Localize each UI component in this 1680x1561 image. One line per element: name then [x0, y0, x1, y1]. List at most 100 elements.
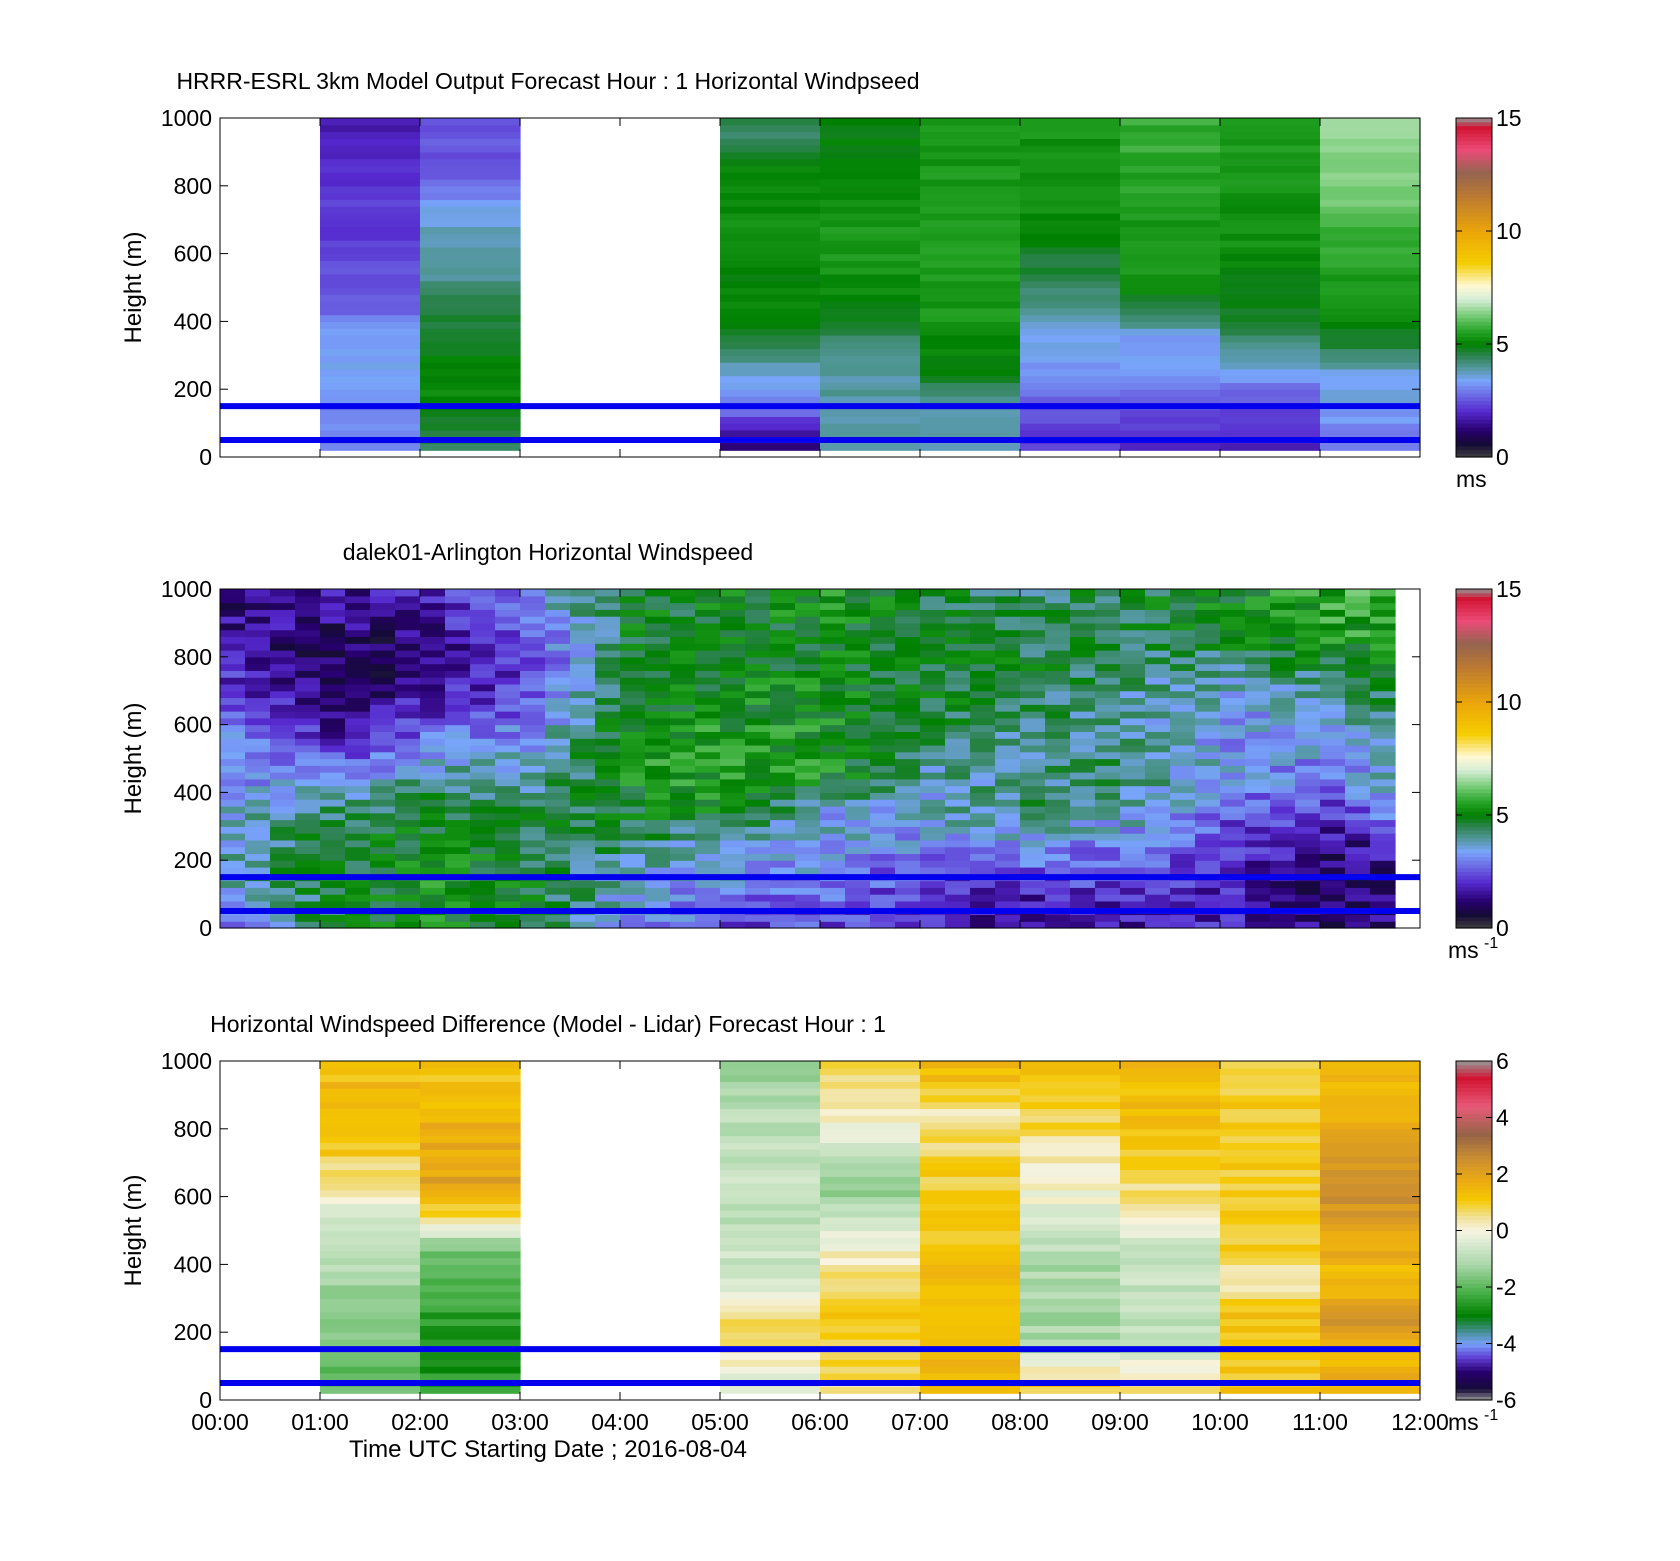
heatmap-cell — [920, 1311, 1021, 1320]
heatmap-cell — [945, 677, 971, 685]
heatmap-cell — [270, 690, 296, 699]
heatmap-cell — [1045, 846, 1071, 855]
heatmap-cell — [720, 1230, 821, 1238]
heatmap-cell — [1195, 683, 1221, 692]
heatmap-cell — [1195, 650, 1221, 658]
heatmap-cell — [595, 717, 621, 726]
heatmap-cell — [820, 670, 846, 678]
heatmap-cell — [545, 643, 571, 651]
heatmap-cell — [820, 629, 846, 638]
heatmap-cell — [495, 921, 521, 929]
heatmap-cell — [770, 853, 796, 861]
heatmap-cell — [845, 717, 871, 726]
heatmap-cell — [1170, 643, 1196, 651]
heatmap-cell — [995, 805, 1021, 814]
heatmap-cell — [1195, 744, 1221, 753]
heatmap-cell — [1120, 199, 1221, 207]
colorbar-segment — [1456, 246, 1492, 251]
heatmap-cell — [470, 629, 496, 638]
heatmap-cell — [320, 341, 421, 350]
panel-title: Horizontal Windspeed Difference (Model -… — [210, 1011, 886, 1037]
heatmap-cell — [620, 860, 646, 868]
heatmap-cell — [1120, 900, 1146, 909]
heatmap-cell — [1245, 833, 1271, 841]
heatmap-cell — [320, 240, 421, 248]
heatmap-cell — [1045, 683, 1071, 692]
heatmap-cell — [670, 921, 696, 929]
heatmap-cell — [420, 260, 521, 268]
heatmap-cell — [720, 643, 746, 651]
heatmap-cell — [595, 880, 621, 888]
heatmap-cell — [1070, 785, 1096, 793]
colorbar-segment — [1456, 916, 1492, 922]
heatmap-cell — [1045, 839, 1071, 848]
heatmap-cell — [1020, 589, 1046, 597]
colorbar-segment — [1456, 419, 1492, 424]
heatmap-cell — [1220, 860, 1246, 868]
colorbar-segment — [1456, 1373, 1492, 1378]
heatmap-cell — [995, 853, 1021, 861]
colorbar-segment — [1456, 668, 1492, 673]
colorbar-segment — [1456, 1094, 1492, 1100]
heatmap-cell — [1270, 866, 1296, 875]
heatmap-cell — [470, 697, 496, 705]
heatmap-cell — [1020, 253, 1121, 261]
heatmap-cell — [245, 839, 271, 848]
heatmap-cell — [770, 636, 796, 644]
heatmap-cell — [695, 894, 721, 902]
heatmap-cell — [720, 206, 821, 214]
heatmap-cell — [620, 683, 646, 692]
heatmap-cell — [720, 226, 821, 234]
heatmap-cell — [720, 1149, 821, 1157]
heatmap-cell — [1095, 643, 1121, 651]
heatmap-cell — [895, 595, 921, 604]
heatmap-cell — [1170, 887, 1196, 895]
heatmap-cell — [420, 212, 521, 221]
colorbar-segment — [1456, 656, 1492, 662]
heatmap-cell — [720, 1291, 821, 1299]
colorbar-segment — [1456, 1294, 1492, 1299]
heatmap-cell — [270, 697, 296, 705]
colorbar-segment — [1456, 743, 1492, 748]
colorbar-segment — [1456, 702, 1492, 707]
heatmap-cell — [1095, 595, 1121, 604]
heatmap-cell — [645, 697, 671, 705]
heatmap-cell — [445, 670, 471, 678]
heatmap-cell — [770, 744, 796, 753]
heatmap-cell — [370, 765, 396, 773]
heatmap-cell — [620, 589, 646, 597]
heatmap-cell — [1370, 656, 1396, 665]
heatmap-cell — [1295, 751, 1321, 760]
heatmap-cell — [420, 799, 446, 807]
heatmap-cell — [770, 792, 796, 800]
heatmap-cell — [1220, 246, 1321, 255]
heatmap-cell — [595, 738, 621, 746]
heatmap-cell — [1120, 1176, 1221, 1184]
heatmap-cell — [1045, 792, 1071, 800]
colorbar-segment — [1456, 1098, 1492, 1104]
heatmap-cell — [420, 772, 446, 780]
heatmap-cell — [595, 704, 621, 712]
heatmap-cell — [420, 158, 521, 167]
heatmap-cell — [1020, 1155, 1121, 1164]
heatmap-cell — [1195, 839, 1221, 848]
heatmap-cell — [1320, 629, 1346, 638]
heatmap-cell — [745, 677, 771, 685]
heatmap-cell — [1120, 334, 1221, 343]
heatmap-cell — [920, 894, 946, 902]
heatmap-cell — [645, 799, 671, 807]
heatmap-cell — [570, 805, 596, 814]
heatmap-cell — [270, 602, 296, 610]
heatmap-cell — [720, 900, 746, 909]
heatmap-cell — [1095, 656, 1121, 665]
heatmap-cell — [1195, 826, 1221, 834]
heatmap-cell — [1145, 799, 1171, 807]
heatmap-cell — [1220, 334, 1321, 343]
heatmap-cell — [820, 724, 846, 732]
colorbar-segment — [1456, 600, 1492, 605]
heatmap-cell — [345, 812, 371, 821]
heatmap-cell — [1120, 819, 1146, 827]
heatmap-cell — [1370, 724, 1396, 732]
heatmap-cell — [495, 589, 521, 597]
heatmap-cell — [1370, 819, 1396, 827]
